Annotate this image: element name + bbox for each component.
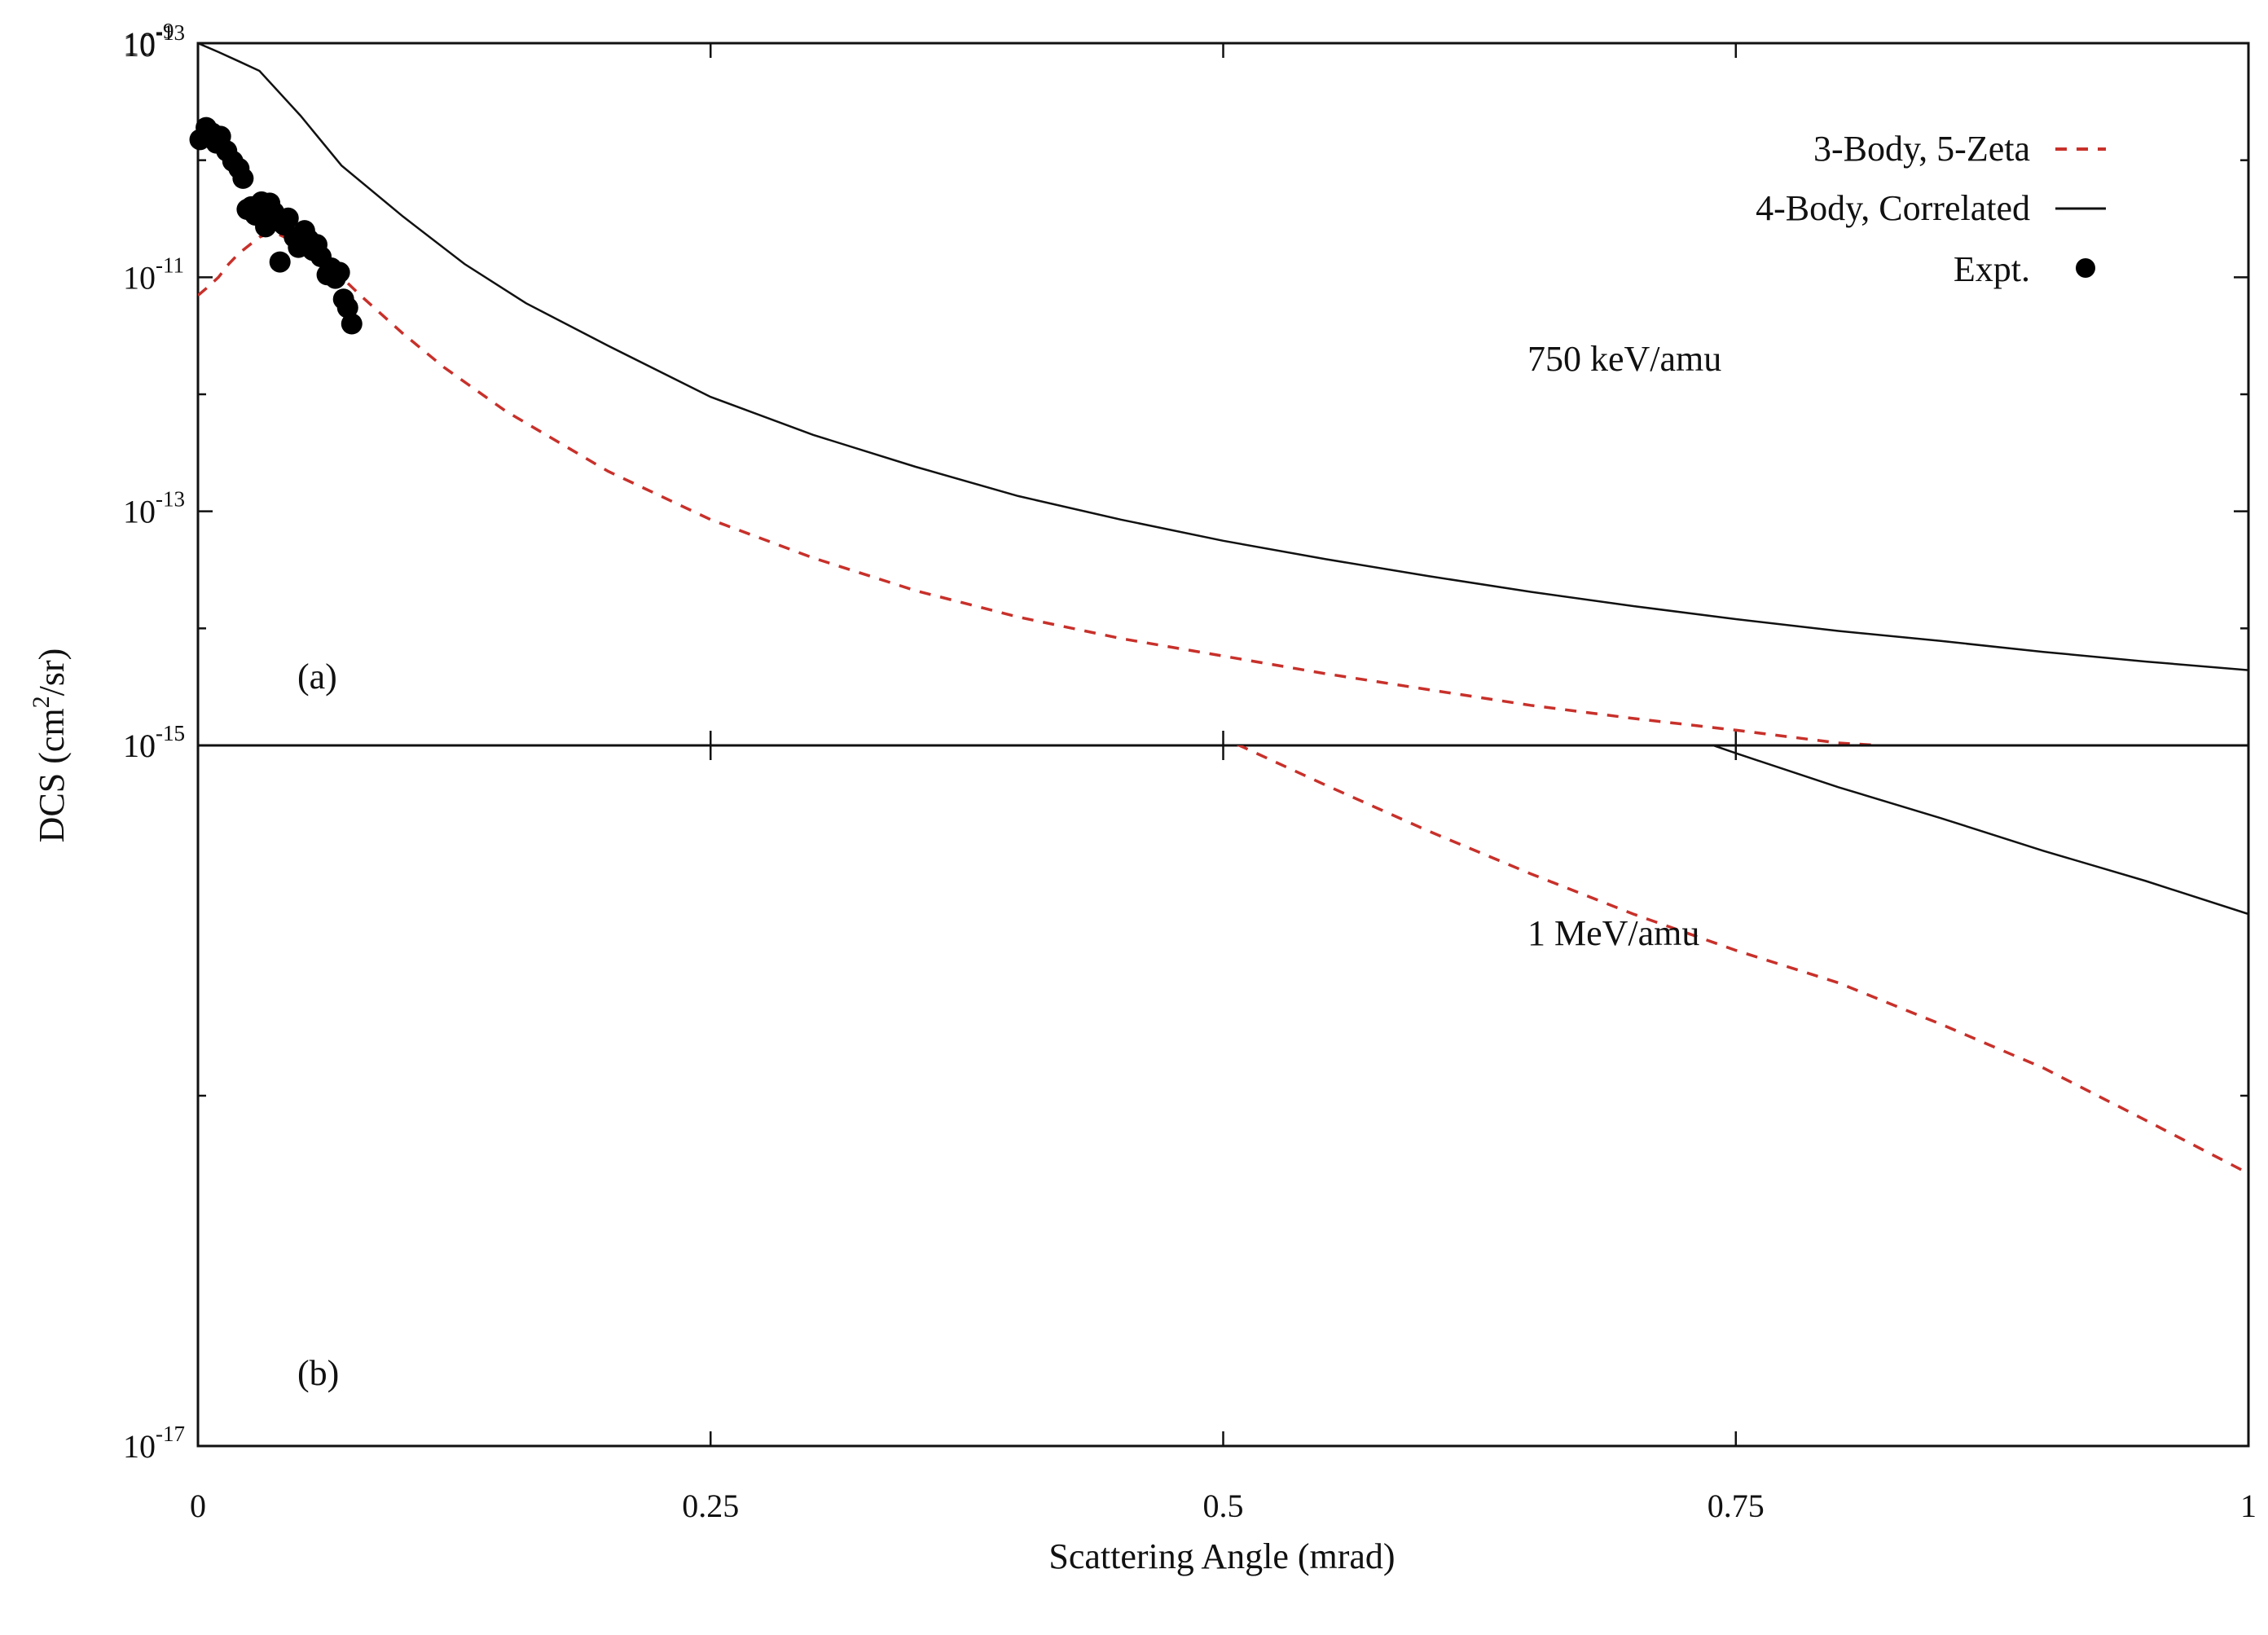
panel-a-series (189, 43, 2248, 745)
y-axis-title: DCS (cm2/sr) (28, 648, 72, 843)
series-line-3body-5zeta (198, 231, 1880, 745)
y-tick-label-base: 10 (123, 727, 156, 764)
legend-swatch-expt (2076, 258, 2095, 278)
y-tick-label: 10-15 (123, 721, 185, 764)
y-tick-label: 10-13 (123, 487, 185, 530)
y-tick-label-base: 10 (123, 494, 156, 530)
y-tick-label-exp: -9 (156, 19, 174, 43)
panel-a-label: (a) (297, 657, 337, 697)
panel-b-ticks (198, 745, 2248, 1446)
y-tick-label-base: 10 (123, 1428, 156, 1465)
panel-b-energy-annotation: 1 MeV/amu (1527, 913, 1699, 953)
y-tick-label-exp: -15 (156, 721, 185, 745)
y-axis-title-sup: 2 (28, 696, 55, 708)
y-tick-label-exp: -13 (156, 20, 185, 45)
y-tick-label: 10-15 (123, 721, 185, 764)
expt-point (269, 251, 291, 273)
legend-label-expt: Expt. (1954, 249, 2030, 289)
x-tick-label: 0.5 (1203, 1488, 1244, 1524)
y-tick-label-exp: -15 (156, 721, 185, 745)
y-tick-label: 10-13 (123, 20, 185, 64)
y-axis-title-tail: /sr) (32, 648, 72, 697)
panel-b-label: (b) (297, 1353, 339, 1393)
y-tick-label-exp: -13 (156, 487, 185, 512)
y-tick-label: 10-9 (123, 19, 174, 62)
legend: 3-Body, 5-Zeta 4-Body, Correlated Expt. (1756, 129, 2106, 289)
expt-point (277, 207, 299, 229)
panel-a-ticks (198, 43, 2248, 745)
y-tick-label: 10-11 (123, 253, 184, 296)
x-axis-title: Scattering Angle (mrad) (1048, 1536, 1395, 1576)
panel-b-series (1236, 745, 2248, 1175)
series-line-4body-correlated (1710, 745, 2248, 916)
y-tick-label-base: 10 (123, 727, 156, 764)
x-tick-label: 1 (2240, 1488, 2257, 1524)
y-tick-label-exp: -17 (156, 1422, 185, 1446)
y-tick-label-base: 10 (123, 25, 156, 62)
expt-point (328, 262, 350, 283)
legend-label-4body: 4-Body, Correlated (1756, 188, 2030, 228)
y-tick-label: 10-17 (123, 1422, 185, 1465)
y-tick-label-base: 10 (123, 259, 156, 296)
x-tick-labels: 0 0.25 0.5 0.75 1 (190, 1488, 2257, 1524)
series-line-4body-correlated (198, 43, 2248, 671)
panel-a-energy-annotation: 750 keV/amu (1527, 339, 1721, 379)
expt-point (336, 297, 358, 319)
y-axis-title-base: DCS (cm (32, 708, 72, 842)
y-tick-label-exp: -11 (156, 253, 184, 277)
y-tick-label-base: 10 (123, 27, 156, 64)
x-tick-label: 0 (190, 1488, 206, 1524)
x-tick-label: 0.75 (1708, 1488, 1765, 1524)
legend-label-3body: 3-Body, 5-Zeta (1813, 129, 2030, 169)
x-tick-label: 0.25 (682, 1488, 739, 1524)
expt-point (232, 167, 254, 189)
expt-point (341, 313, 363, 335)
